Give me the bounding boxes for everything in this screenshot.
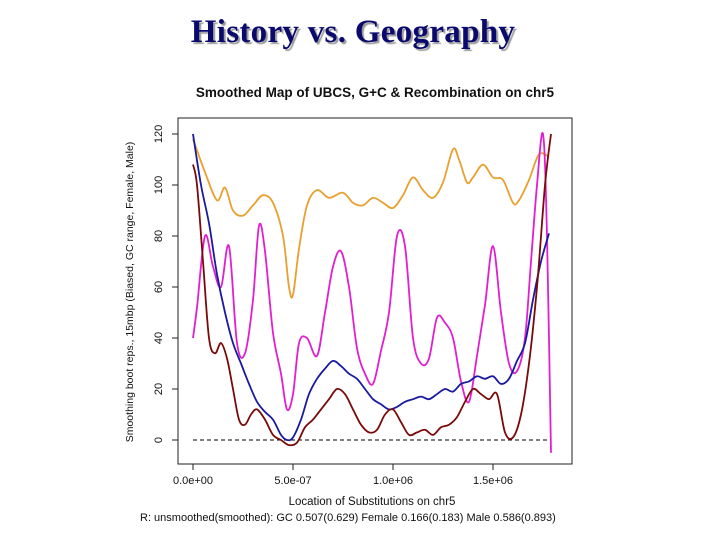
y-tick-label: 80 xyxy=(153,230,165,242)
y-tick-label: 120 xyxy=(153,125,165,143)
x-tick-label: 5.0e-07 xyxy=(274,475,311,487)
x-tick-label: 0.0e+00 xyxy=(173,475,213,487)
plot-area xyxy=(177,117,573,465)
y-axis-label: Smoothing boot reps., 15mbp (Biased, GC … xyxy=(124,142,136,443)
axes: 0.0e+00 5.0e-07 1.0e+06 1.5e+06 0 20 40 60 80 100… xyxy=(153,125,513,487)
y-tick-label: 60 xyxy=(153,281,165,293)
x-tick-label: 1.0e+06 xyxy=(373,475,413,487)
y-tick-label: 100 xyxy=(153,176,165,194)
x-axis-label: Location of Substitutions on chr5 xyxy=(289,496,456,508)
series-group xyxy=(192,131,552,453)
x-tick-label: 1.5e+06 xyxy=(473,475,513,487)
y-tick-label: 20 xyxy=(153,383,165,395)
series-line-male xyxy=(192,133,550,442)
chart-title: Smoothed Map of UBCS, G+C & Recombinatio… xyxy=(196,85,555,100)
slide-title: History vs. Geography xyxy=(190,14,516,50)
y-tick-label: 40 xyxy=(153,332,165,344)
y-tick-label: 0 xyxy=(153,437,165,443)
footnote: R: unsmoothed(smoothed): GC 0.507(0.629)… xyxy=(140,512,556,524)
series-line-ubcs xyxy=(192,133,552,447)
series-line-gc xyxy=(192,138,550,299)
series-line-female xyxy=(192,131,552,453)
